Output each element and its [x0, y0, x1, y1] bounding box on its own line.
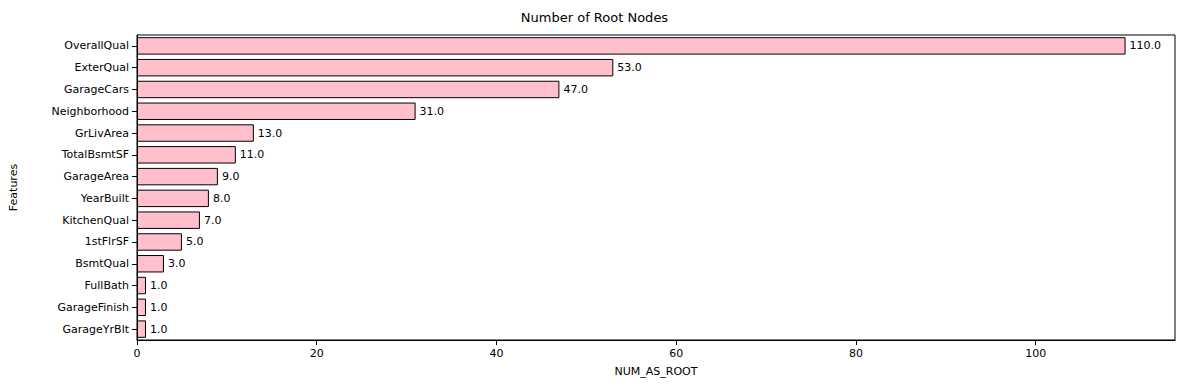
svg-text:Number of Root Nodes: Number of Root Nodes: [521, 10, 669, 25]
svg-text:3.0: 3.0: [168, 257, 186, 270]
svg-text:TotalBsmtSF: TotalBsmtSF: [61, 148, 129, 161]
svg-text:9.0: 9.0: [222, 170, 240, 183]
svg-text:1stFlrSF: 1stFlrSF: [85, 235, 129, 248]
svg-text:13.0: 13.0: [258, 127, 283, 140]
svg-text:GarageYrBlt: GarageYrBlt: [63, 323, 130, 336]
svg-text:1.0: 1.0: [150, 301, 168, 314]
svg-text:BsmtQual: BsmtQual: [75, 257, 129, 270]
svg-text:GarageArea: GarageArea: [63, 170, 129, 183]
svg-text:Features: Features: [7, 164, 20, 212]
svg-text:31.0: 31.0: [420, 105, 445, 118]
svg-text:1.0: 1.0: [150, 279, 168, 292]
svg-text:KitchenQual: KitchenQual: [62, 214, 129, 227]
svg-text:OverallQual: OverallQual: [64, 39, 129, 52]
svg-text:47.0: 47.0: [563, 83, 588, 96]
svg-text:5.0: 5.0: [186, 235, 204, 248]
svg-text:53.0: 53.0: [617, 61, 642, 74]
svg-text:100: 100: [1025, 347, 1046, 360]
svg-text:GrLivArea: GrLivArea: [75, 127, 129, 140]
svg-text:0: 0: [134, 347, 141, 360]
svg-text:Neighborhood: Neighborhood: [52, 105, 129, 118]
svg-text:7.0: 7.0: [204, 214, 222, 227]
svg-text:11.0: 11.0: [240, 148, 265, 161]
svg-text:8.0: 8.0: [213, 192, 231, 205]
svg-text:60: 60: [669, 347, 683, 360]
svg-text:ExterQual: ExterQual: [75, 61, 130, 74]
svg-text:NUM_AS_ROOT: NUM_AS_ROOT: [615, 365, 698, 378]
svg-text:110.0: 110.0: [1130, 39, 1162, 52]
svg-text:GarageFinish: GarageFinish: [57, 301, 129, 314]
svg-text:1.0: 1.0: [150, 323, 168, 336]
svg-text:YearBuilt: YearBuilt: [80, 192, 130, 205]
svg-text:80: 80: [849, 347, 863, 360]
svg-text:40: 40: [489, 347, 503, 360]
svg-text:FullBath: FullBath: [85, 279, 129, 292]
svg-text:GarageCars: GarageCars: [64, 83, 129, 96]
svg-text:20: 20: [310, 347, 324, 360]
